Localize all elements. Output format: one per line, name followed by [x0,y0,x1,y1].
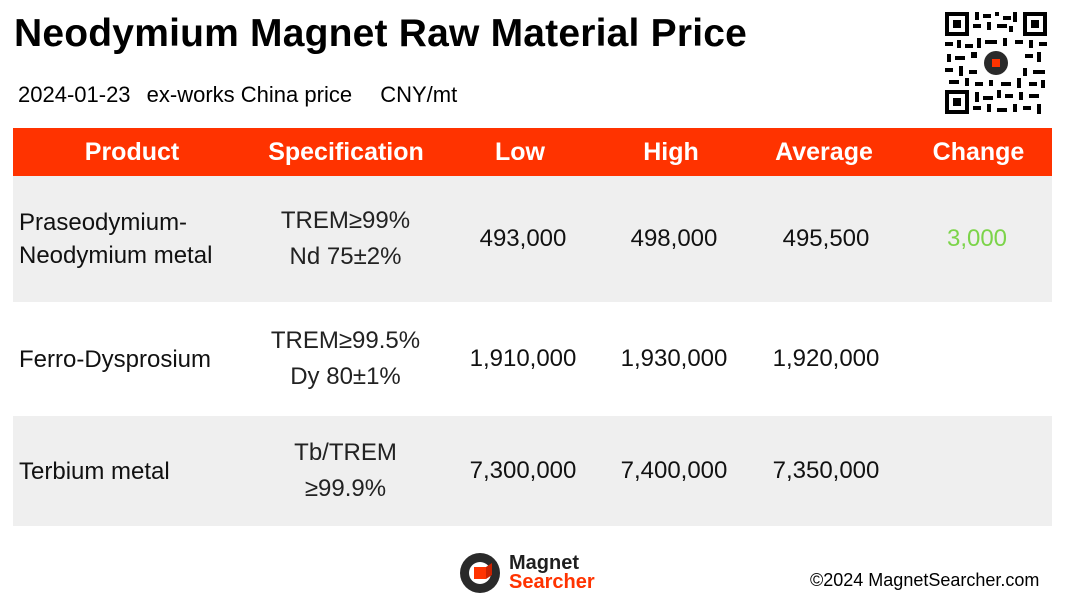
subtitle: 2024-01-23 ex-works China price CNY/mt [18,82,467,108]
price-table: Product Specification Low High Average C… [13,128,1052,526]
product-name-line1: Terbium metal [19,457,170,485]
table-row: Ferro-Dysprosium TREM≥99.5% Dy 80±1% 1,9… [13,302,1052,416]
logo-text-line1: Magnet [509,552,579,574]
specification: TREM≥99.5% Dy 80±1% [243,323,448,395]
column-header-specification: Specification [268,137,424,166]
qr-code-icon [943,10,1049,116]
price-change: 3,000 [946,225,1008,252]
product-name: Praseodymium- Neodymium metal [13,206,243,272]
page-title: Neodymium Magnet Raw Material Price [14,12,748,55]
average-price: 7,350,000 [772,457,880,484]
product-name: Terbium metal [13,455,243,488]
specification-line2: ≥99.9% [304,475,387,502]
column-header-high: High [643,137,699,166]
magnet-searcher-logo-icon [460,553,500,593]
table-row: Terbium metal Tb/TREM ≥99.9% 7,300,000 7… [13,416,1052,526]
specification: TREM≥99% Nd 75±2% [243,203,448,275]
copyright-notice: ©2024 MagnetSearcher.com [810,570,1040,590]
high-price: 7,400,000 [620,457,728,484]
table-row: Praseodymium- Neodymium metal TREM≥99% N… [13,176,1052,302]
specification-line2: Nd 75±2% [289,243,402,270]
specification-line1: Tb/TREM [294,439,397,466]
low-price: 493,000 [479,225,567,252]
product-name-line1: Praseodymium- [19,209,188,236]
price-basis: ex-works China price [146,82,353,107]
product-name-line1: Ferro-Dysprosium [19,345,212,373]
specification-line2: Dy 80±1% [290,363,401,390]
low-price: 7,300,000 [469,457,577,484]
high-price: 1,930,000 [620,345,728,372]
specification-line1: TREM≥99% [280,207,411,234]
product-name: Ferro-Dysprosium [13,343,243,376]
price-date: 2024-01-23 [18,82,131,107]
specification-line1: TREM≥99.5% [270,327,421,354]
logo-text-line2: Searcher [509,571,595,593]
column-header-product: Product [84,137,180,166]
column-header-change: Change [932,137,1025,166]
magnet-searcher-logo: Magnet Searcher [458,551,595,595]
price-unit: CNY/mt [380,82,458,107]
column-header-low: Low [495,137,545,166]
product-name-line2: Neodymium metal [19,242,213,269]
average-price: 1,920,000 [772,345,880,372]
average-price: 495,500 [782,225,870,252]
specification: Tb/TREM ≥99.9% [243,435,448,507]
column-header-average: Average [775,137,873,166]
table-header-row: Product Specification Low High Average C… [13,128,1052,176]
high-price: 498,000 [630,225,718,252]
low-price: 1,910,000 [469,345,577,372]
logo-wordmark: Magnet Searcher [509,552,595,593]
